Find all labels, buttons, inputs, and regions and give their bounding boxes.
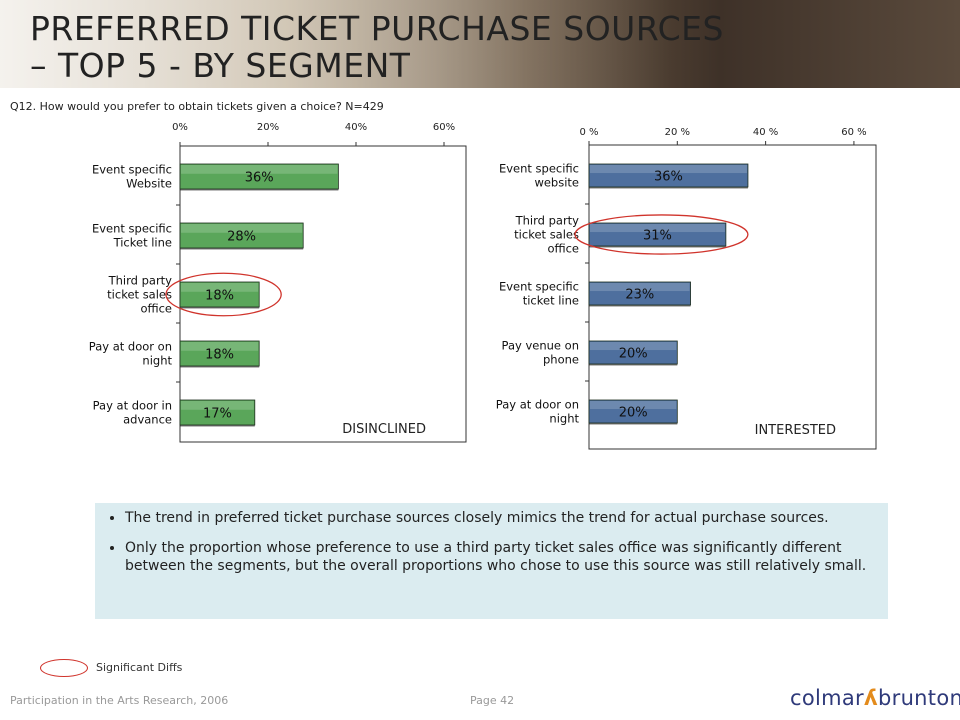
category-label-line: Event specific bbox=[499, 280, 579, 294]
category-label: Third party ticket sales office bbox=[107, 274, 172, 316]
category-label: Event specific ticket line bbox=[499, 280, 579, 308]
x-tick-label: 40 % bbox=[753, 127, 778, 138]
category-label-line: Pay venue on bbox=[502, 339, 579, 353]
bar-highlight bbox=[181, 401, 254, 410]
bar bbox=[179, 340, 260, 367]
disinclined-chart-svg: 0% 20% 40% 60%36%Event specific Website28%Ev… bbox=[89, 122, 467, 443]
category-label-line: Pay at door on bbox=[496, 398, 579, 412]
category-label: Pay at door on night bbox=[89, 340, 173, 368]
footer-source: Participation in the Arts Research, 2006 bbox=[10, 694, 229, 707]
x-tick-label: 0% bbox=[172, 122, 188, 133]
significance-legend-oval bbox=[40, 659, 88, 677]
interested-chart-svg: 0 % 20 % 40 % 60 %36%Event specific website3… bbox=[496, 127, 877, 450]
bar-data-label: 20% bbox=[619, 347, 648, 362]
bar bbox=[179, 281, 260, 308]
key-finding-2: Only the proportion whose preference to … bbox=[125, 539, 874, 575]
company-logo: colmarʎbrunton bbox=[790, 683, 960, 713]
x-tick-label: 60 % bbox=[841, 127, 866, 138]
key-finding-1: The trend in preferred ticket purchase s… bbox=[125, 509, 874, 527]
bar-data-label: 36% bbox=[654, 170, 683, 185]
bar-data-label: 31% bbox=[643, 229, 672, 244]
interested-chart: 0 % 20 % 40 % 60 % 36% Event specific website 3… bbox=[478, 124, 888, 450]
logo-figure-icon: ʎ bbox=[864, 686, 878, 710]
bar-highlight bbox=[590, 342, 677, 351]
category-label-line: Event specific bbox=[92, 163, 172, 177]
bar-data-label: 23% bbox=[625, 288, 654, 303]
bar bbox=[179, 163, 339, 190]
bar-highlight bbox=[590, 283, 690, 292]
category-label-line: Pay at door in bbox=[93, 399, 172, 413]
bar-highlight bbox=[590, 401, 677, 410]
page-title: PREFERRED TICKET PURCHASE SOURCES – TOP … bbox=[30, 10, 724, 84]
category-label: Event specific Ticket line bbox=[92, 222, 172, 250]
category-label: Third party ticket sales office bbox=[514, 214, 579, 256]
survey-question: Q12. How would you prefer to obtain tick… bbox=[10, 100, 384, 113]
category-label-line: Third party bbox=[108, 274, 173, 288]
significance-legend-label: Significant Diffs bbox=[96, 661, 183, 674]
segment-label: INTERESTED bbox=[755, 423, 836, 438]
bar-highlight bbox=[590, 165, 747, 174]
bar bbox=[588, 163, 749, 188]
x-tick-label: 60% bbox=[433, 122, 455, 133]
category-label: Pay at door on night bbox=[496, 398, 580, 426]
category-label-line: office bbox=[547, 242, 579, 256]
category-label-line: website bbox=[534, 176, 579, 190]
category-label-line: Ticket line bbox=[113, 236, 172, 250]
footer-page-number: Page 42 bbox=[470, 694, 515, 707]
category-label-line: ticket sales bbox=[107, 288, 172, 302]
header-banner-overlay bbox=[0, 0, 960, 88]
bar bbox=[588, 340, 678, 365]
key-findings-list: The trend in preferred ticket purchase s… bbox=[105, 509, 874, 575]
category-label-line: Event specific bbox=[499, 162, 579, 176]
bar bbox=[179, 222, 304, 249]
category-label-line: night bbox=[549, 412, 579, 426]
bar-data-label: 18% bbox=[205, 348, 234, 363]
bar-data-label: 28% bbox=[227, 230, 256, 245]
category-label-line: advance bbox=[123, 413, 172, 427]
x-tick-label: 20 % bbox=[665, 127, 690, 138]
bar-data-label: 18% bbox=[205, 289, 234, 304]
bar bbox=[588, 399, 678, 424]
category-label: Event specific website bbox=[499, 162, 579, 190]
page-title-line-2: – TOP 5 - BY SEGMENT bbox=[30, 46, 411, 85]
bar-highlight bbox=[181, 342, 259, 351]
bar-data-label: 36% bbox=[245, 171, 274, 186]
category-label-line: office bbox=[140, 302, 172, 316]
segment-label: DISINCLINED bbox=[342, 422, 426, 437]
x-tick-label: 0 % bbox=[579, 127, 598, 138]
category-label-line: Website bbox=[126, 177, 172, 191]
logo-text-right: brunton bbox=[878, 686, 960, 710]
bar bbox=[588, 281, 691, 306]
bar-highlight bbox=[181, 165, 338, 174]
x-tick-label: 40% bbox=[345, 122, 367, 133]
bar bbox=[179, 399, 256, 426]
category-label-line: Event specific bbox=[92, 222, 172, 236]
category-label-line: Third party bbox=[515, 214, 580, 228]
category-label: Pay at door in advance bbox=[93, 399, 172, 427]
header-banner bbox=[0, 0, 960, 88]
bar bbox=[588, 222, 727, 247]
category-label-line: ticket sales bbox=[514, 228, 579, 242]
category-label-line: night bbox=[142, 354, 172, 368]
category-label: Pay venue on phone bbox=[502, 339, 579, 367]
category-label-line: phone bbox=[543, 353, 579, 367]
bar-highlight bbox=[181, 283, 259, 292]
key-findings-box: The trend in preferred ticket purchase s… bbox=[95, 503, 888, 619]
page-title-line-1: PREFERRED TICKET PURCHASE SOURCES bbox=[30, 9, 724, 48]
category-label-line: ticket line bbox=[523, 294, 579, 308]
bar-highlight bbox=[181, 224, 303, 233]
category-label-line: Pay at door on bbox=[89, 340, 172, 354]
significance-oval bbox=[574, 214, 749, 255]
logo-text-left: colmar bbox=[790, 686, 864, 710]
bar-data-label: 20% bbox=[619, 406, 648, 421]
disinclined-chart: 0% 20% 40% 60% 36% Event specific Website 28% Ev… bbox=[80, 118, 480, 448]
x-tick-label: 20% bbox=[257, 122, 279, 133]
category-label: Event specific Website bbox=[92, 163, 172, 191]
significance-oval bbox=[165, 272, 282, 317]
bar-highlight bbox=[590, 224, 725, 233]
bar-data-label: 17% bbox=[203, 407, 232, 422]
